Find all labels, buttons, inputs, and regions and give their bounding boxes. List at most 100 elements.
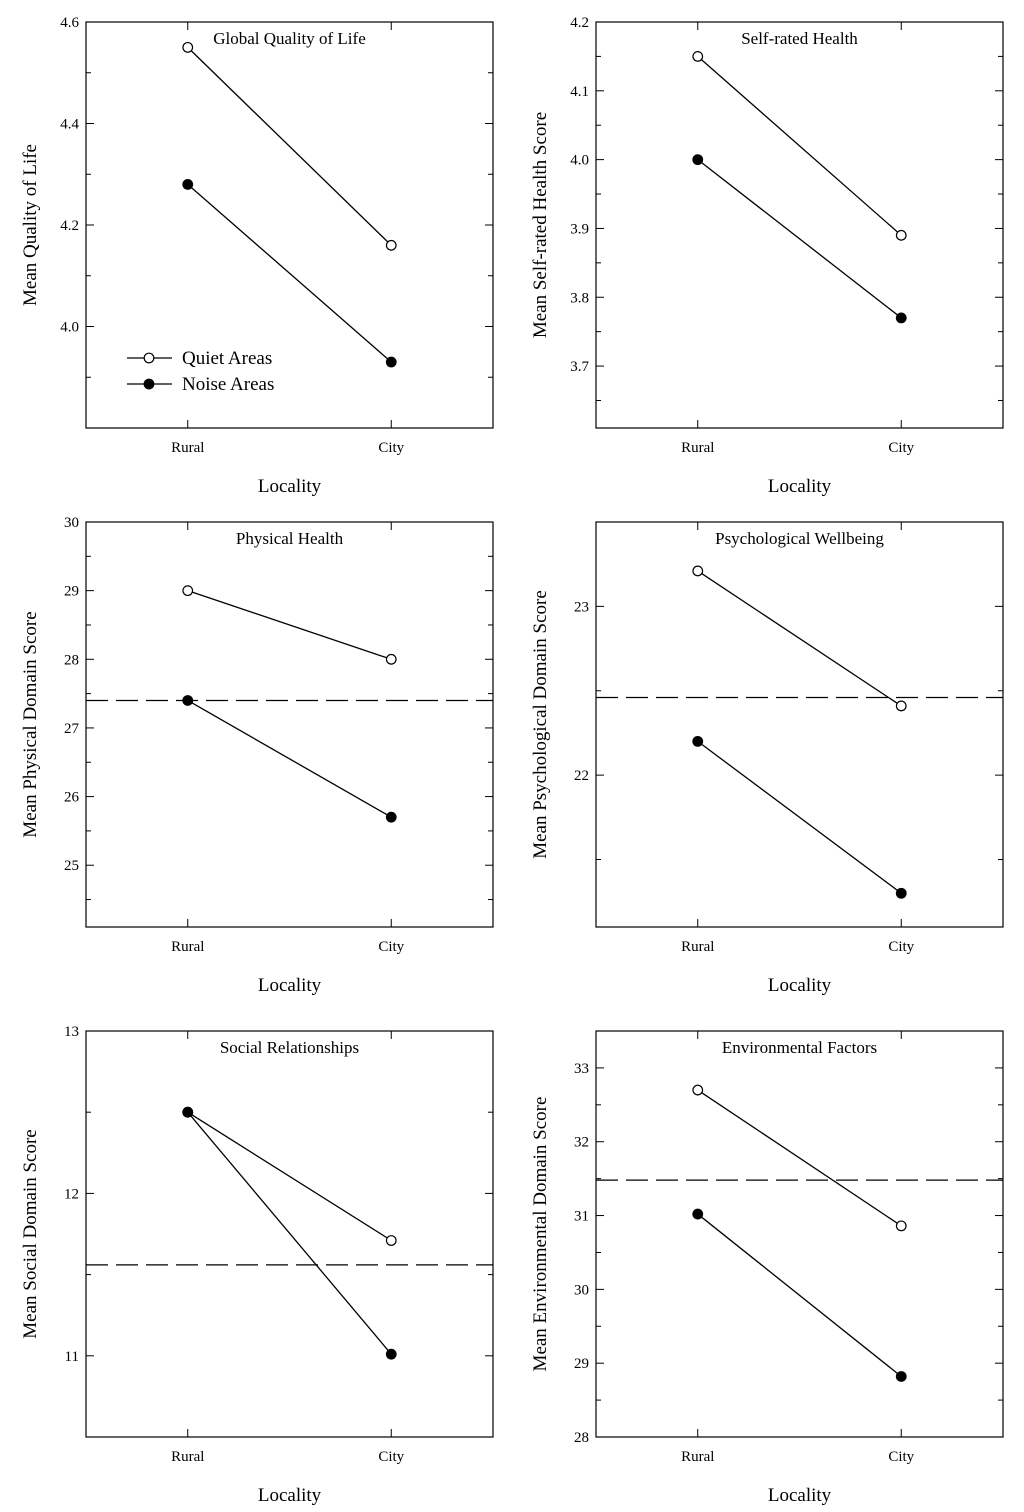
noise-point (182, 1106, 194, 1118)
plot-frame (85, 1030, 494, 1438)
x-tick-label: City (378, 440, 404, 456)
x-axis-label: Locality (768, 1485, 832, 1506)
series-line (187, 699, 392, 818)
quiet-point (895, 1220, 907, 1232)
y-tick-label: 25 (64, 858, 79, 874)
x-tick-label: Rural (681, 440, 714, 456)
y-tick-label: 26 (64, 790, 80, 806)
chart-panel: 11 12 13 Rural City Social Relationships Local… (20, 1024, 494, 1506)
y-tick-label: 28 (64, 652, 79, 668)
plot-frame (85, 21, 494, 429)
y-tick-label: 31 (574, 1209, 589, 1225)
y-tick-label: 4.0 (570, 153, 589, 169)
legend-label: Noise Areas (182, 374, 274, 395)
x-tick-label: Rural (681, 939, 714, 955)
noise-point (182, 178, 194, 190)
x-tick-label: Rural (681, 1449, 714, 1465)
noise-point (385, 811, 397, 823)
quiet-point (692, 51, 704, 62)
series-line (187, 1111, 392, 1242)
noise-point (692, 1208, 704, 1220)
legend-label: Quiet Areas (182, 348, 272, 369)
quiet-point (895, 229, 907, 241)
y-tick-label: 11 (65, 1349, 79, 1365)
x-tick-label: City (378, 939, 404, 955)
x-tick-label: City (378, 1449, 404, 1465)
x-axis-label: Locality (258, 975, 322, 996)
y-tick-label: 23 (574, 599, 589, 615)
y-tick-label: 29 (574, 1356, 589, 1372)
noise-point (692, 154, 704, 166)
y-tick-label: 4.2 (60, 218, 79, 234)
panel-title: Self-rated Health (741, 29, 858, 48)
x-tick-label: Rural (171, 1449, 204, 1465)
quiet-point (385, 239, 397, 251)
quiet-point (385, 653, 397, 665)
x-axis-label: Locality (768, 975, 832, 996)
y-tick-label: 30 (574, 1282, 589, 1298)
noise-point (895, 887, 907, 899)
panel-title: Psychological Wellbeing (715, 529, 884, 548)
y-tick-label: 29 (64, 584, 79, 600)
y-axis-label: Mean Psychological Domain Score (530, 590, 551, 859)
y-tick-label: 22 (574, 768, 589, 784)
quiet-point (895, 700, 907, 712)
legend-quiet-marker (143, 352, 155, 364)
plot-frame (85, 521, 494, 928)
legend: Quiet Areas Noise Areas (127, 348, 274, 395)
y-tick-label: 28 (574, 1430, 589, 1446)
chart-panel: 25 26 27 28 29 30 Rural City Physical Health Loca… (20, 515, 494, 996)
series-line (697, 1213, 902, 1377)
x-tick-label: City (888, 440, 914, 456)
x-axis-label: Locality (258, 1485, 322, 1506)
y-tick-label: 27 (64, 721, 80, 737)
panel-title: Environmental Factors (722, 1038, 877, 1057)
y-axis-label: Mean Environmental Domain Score (530, 1097, 551, 1372)
y-tick-label: 13 (64, 1024, 79, 1040)
noise-point (895, 1371, 907, 1382)
legend-noise-marker (143, 378, 155, 390)
series-line (697, 740, 902, 894)
series-line (187, 183, 392, 363)
quiet-point (692, 1084, 704, 1096)
noise-point (692, 735, 704, 747)
x-tick-label: Rural (171, 939, 204, 955)
y-tick-label: 4.1 (570, 84, 589, 100)
y-tick-label: 33 (574, 1061, 589, 1077)
y-axis-label: Mean Physical Domain Score (20, 611, 41, 837)
quiet-point (182, 585, 194, 597)
series-line (187, 590, 392, 660)
noise-point (895, 312, 907, 324)
series-line (697, 55, 902, 236)
panel-title: Social Relationships (220, 1038, 359, 1057)
noise-point (385, 356, 397, 368)
y-axis-label: Mean Quality of Life (20, 144, 41, 306)
plot-frame (595, 21, 1004, 429)
quiet-point (385, 1235, 397, 1246)
y-tick-label: 3.9 (570, 221, 589, 237)
x-axis-label: Locality (258, 476, 322, 497)
y-tick-label: 4.0 (60, 320, 79, 336)
plot-frame (595, 1030, 1004, 1438)
noise-point (182, 695, 194, 706)
chart-panel: 3.7 3.8 3.9 4.0 4.1 4.2 Rural City Self-rated He… (530, 15, 1004, 497)
noise-point (385, 1348, 397, 1360)
y-tick-label: 4.2 (570, 15, 589, 31)
y-tick-label: 32 (574, 1135, 589, 1151)
chart-panel: 4.0 4.2 4.4 4.6 Rural City Global Quality of L… (20, 15, 494, 497)
panel-title: Physical Health (236, 529, 344, 548)
series-line (697, 159, 902, 319)
y-tick-label: 30 (64, 515, 79, 531)
y-tick-label: 4.6 (60, 15, 79, 31)
y-tick-label: 12 (64, 1186, 79, 1202)
chart-panel: 22 23 Rural City Psychological Wellbeing Loca… (530, 521, 1004, 996)
x-tick-label: City (888, 939, 914, 955)
y-tick-label: 4.4 (60, 117, 79, 133)
series-line (187, 1111, 392, 1355)
plot-frame (595, 521, 1004, 928)
x-tick-label: City (888, 1449, 914, 1465)
panel-title: Global Quality of Life (213, 29, 366, 48)
y-tick-label: 3.7 (570, 359, 589, 375)
series-line (187, 46, 392, 246)
